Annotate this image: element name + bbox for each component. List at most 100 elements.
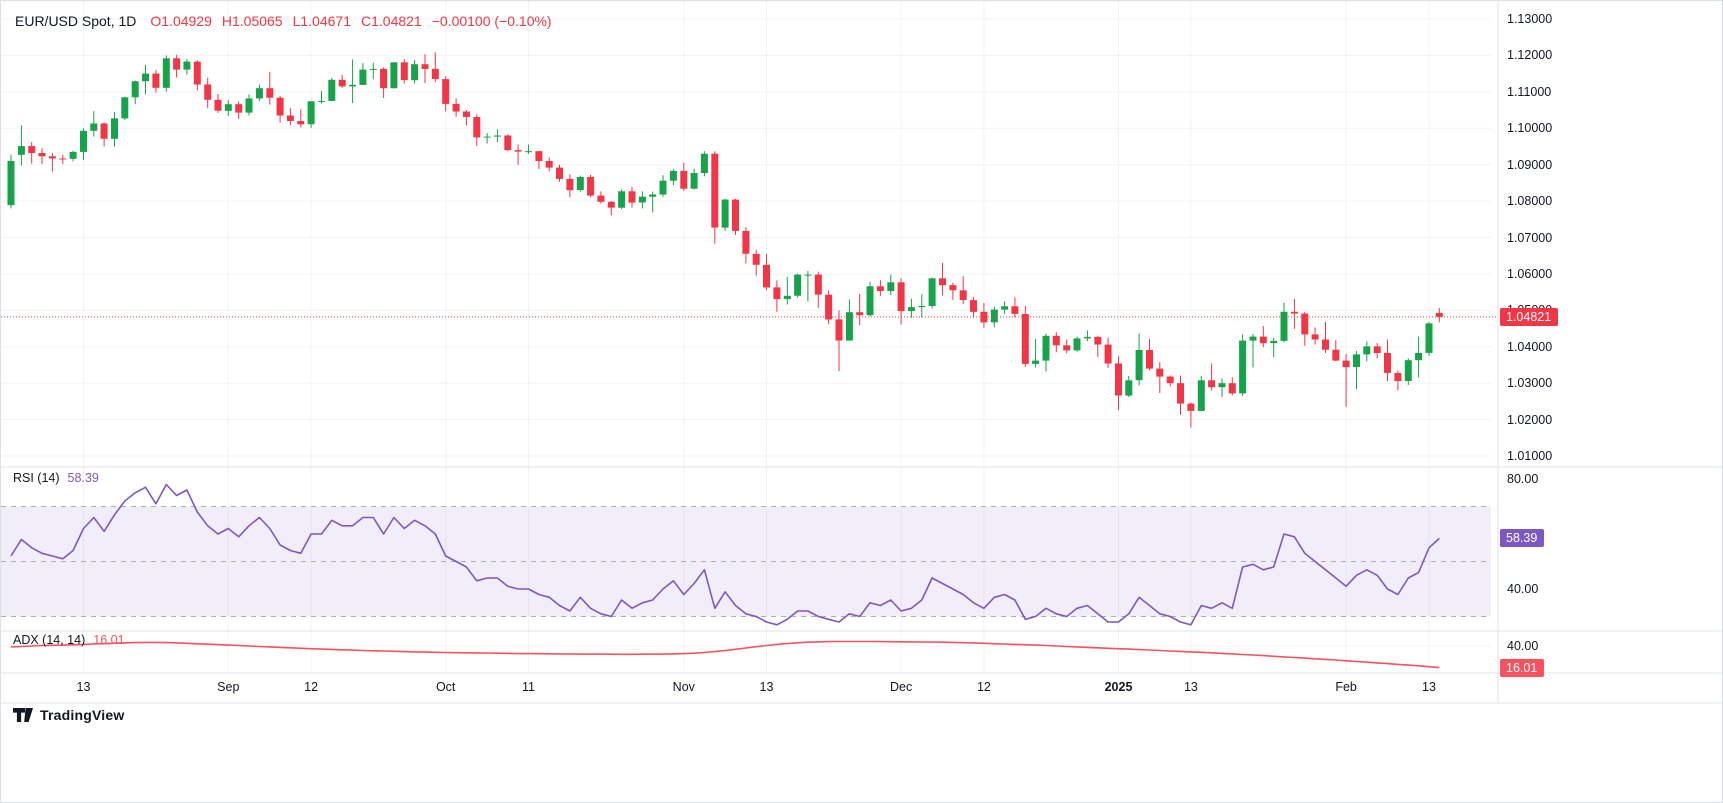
candle-body: [970, 300, 977, 312]
candle-body: [980, 311, 988, 323]
candle-body: [1384, 352, 1391, 373]
time-axis[interactable]: 13 Sep 12 Oct 11 Nov 13 Dec 12 2025 13 Feb 13: [1, 680, 1722, 700]
candle-body: [431, 68, 439, 80]
rsi-line[interactable]: [10, 483, 1440, 626]
candle-body: [204, 84, 212, 100]
candle-body: [1011, 306, 1019, 314]
candle-body: [1322, 339, 1329, 350]
candle-body: [349, 84, 357, 87]
price-axis[interactable]: 1.13000 1.12000 1.11000 1.10000 1.09000 1.080…: [1498, 1, 1722, 802]
candle-body: [193, 61, 201, 85]
price-axis-label: 1.12000: [1507, 48, 1553, 63]
indicator-axis[interactable]: 80.00 40.00 40.00: [1498, 1, 1722, 802]
time-axis-label: 11: [522, 680, 535, 694]
tradingview-logo-icon[interactable]: [13, 708, 33, 722]
candle-body: [825, 294, 833, 320]
time-axis-label: 13: [76, 680, 91, 694]
candle-body: [700, 153, 708, 173]
symbol-legend[interactable]: EUR/USD Spot, 1D O1.04929 H1.05065 L1.04…: [15, 13, 552, 29]
candle-body: [1052, 335, 1060, 346]
symbol-title[interactable]: EUR/USD Spot, 1D: [15, 13, 137, 29]
candle-body: [1404, 360, 1412, 381]
candle-body: [473, 117, 481, 138]
candle-body: [214, 99, 222, 111]
candle-body: [638, 196, 646, 203]
candle-body: [1094, 336, 1102, 345]
candle-body: [255, 88, 263, 99]
candle-body: [100, 123, 108, 139]
candle-body: [856, 312, 864, 316]
tradingview-wordmark[interactable]: TradingView: [40, 707, 125, 723]
candle-body: [504, 135, 512, 151]
candle-body: [576, 177, 584, 191]
candle-body: [224, 104, 232, 111]
adx-line[interactable]: [10, 640, 1440, 669]
candle-body: [307, 101, 315, 125]
candle-body: [721, 199, 729, 228]
candle-body: [566, 178, 574, 191]
time-axis-label: 12: [976, 680, 991, 694]
adx-title[interactable]: ADX (14, 14): [13, 633, 86, 647]
candle-body: [411, 64, 419, 81]
candle-body: [804, 274, 812, 276]
candle-body: [328, 79, 336, 101]
rsi-value-badge[interactable]: 58.39: [1500, 529, 1545, 548]
time-axis-label: Sep: [217, 680, 240, 694]
candle-body: [732, 199, 739, 231]
candle-body: [711, 153, 719, 228]
candle-body: [1032, 360, 1040, 364]
candle-body: [38, 153, 46, 157]
candle-body: [1425, 323, 1433, 353]
candle-body: [1394, 373, 1402, 381]
candle-body: [1259, 336, 1267, 344]
candle-body: [1208, 380, 1216, 388]
candle-body: [783, 295, 791, 300]
adx-value-badge[interactable]: 16.01: [1500, 658, 1545, 677]
adx-legend[interactable]: ADX (14, 14) 16.01: [13, 633, 125, 647]
candle-body: [1363, 346, 1371, 355]
candle-body: [173, 58, 181, 70]
candle-body: [1249, 336, 1257, 341]
candle-body: [380, 68, 388, 89]
candle-body: [1063, 345, 1071, 351]
candle-body: [48, 156, 56, 159]
candle-body: [628, 191, 636, 203]
ohlc-close: C1.04821: [361, 13, 422, 29]
candle-body: [1290, 311, 1298, 314]
candle-body: [845, 312, 853, 341]
time-axis-label: Nov: [672, 680, 695, 694]
candle-body: [69, 151, 77, 159]
candle-body: [649, 194, 657, 197]
last-price-badge[interactable]: 1.04821: [1500, 307, 1559, 326]
ohlc-open: O1.04929: [150, 13, 212, 29]
candle-body: [152, 73, 160, 88]
candle-body: [545, 161, 553, 168]
candle-body: [390, 62, 398, 89]
rsi-axis-label: 80.00: [1507, 472, 1539, 486]
candle-body: [773, 287, 781, 300]
candle-body: [918, 306, 926, 308]
candle-body: [669, 170, 677, 181]
price-axis-label: 1.13000: [1507, 12, 1553, 26]
candlestick-series[interactable]: [7, 52, 1443, 428]
candle-body: [990, 309, 998, 323]
candle-body: [493, 135, 501, 137]
price-axis-label: 1.01000: [1507, 449, 1553, 463]
candle-body: [525, 151, 532, 153]
candle-body: [1332, 349, 1340, 361]
candle-body: [752, 253, 760, 265]
candle-body: [742, 230, 750, 254]
ohlc-high: H1.05065: [221, 13, 283, 29]
rsi-title[interactable]: RSI (14): [13, 471, 60, 485]
candle-body: [1270, 340, 1278, 344]
candle-body: [318, 100, 325, 102]
candle-body: [763, 264, 770, 288]
candle-body: [866, 286, 874, 316]
rsi-legend[interactable]: RSI (14) 58.39: [13, 471, 99, 485]
candle-body: [421, 64, 429, 69]
candle-body: [1311, 334, 1319, 340]
candle-body: [1083, 336, 1091, 339]
candle-body: [949, 285, 957, 291]
candle-body: [245, 98, 253, 113]
